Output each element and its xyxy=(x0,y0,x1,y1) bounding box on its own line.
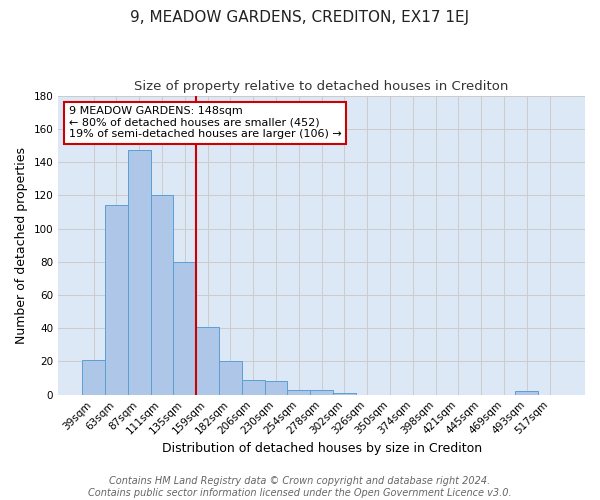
Text: Contains HM Land Registry data © Crown copyright and database right 2024.
Contai: Contains HM Land Registry data © Crown c… xyxy=(88,476,512,498)
Bar xyxy=(151,196,173,394)
Bar xyxy=(128,150,151,394)
Bar xyxy=(515,392,538,394)
Y-axis label: Number of detached properties: Number of detached properties xyxy=(15,146,28,344)
Bar xyxy=(310,390,333,394)
Bar xyxy=(219,362,242,394)
Text: 9 MEADOW GARDENS: 148sqm
← 80% of detached houses are smaller (452)
19% of semi-: 9 MEADOW GARDENS: 148sqm ← 80% of detach… xyxy=(69,106,341,139)
Bar xyxy=(173,262,196,394)
Bar xyxy=(196,326,219,394)
Text: 9, MEADOW GARDENS, CREDITON, EX17 1EJ: 9, MEADOW GARDENS, CREDITON, EX17 1EJ xyxy=(130,10,470,25)
Title: Size of property relative to detached houses in Crediton: Size of property relative to detached ho… xyxy=(134,80,509,93)
Bar xyxy=(82,360,105,394)
Bar xyxy=(287,390,310,394)
Bar xyxy=(333,393,356,394)
Bar xyxy=(265,382,287,394)
Bar xyxy=(105,206,128,394)
Bar xyxy=(242,380,265,394)
X-axis label: Distribution of detached houses by size in Crediton: Distribution of detached houses by size … xyxy=(161,442,482,455)
